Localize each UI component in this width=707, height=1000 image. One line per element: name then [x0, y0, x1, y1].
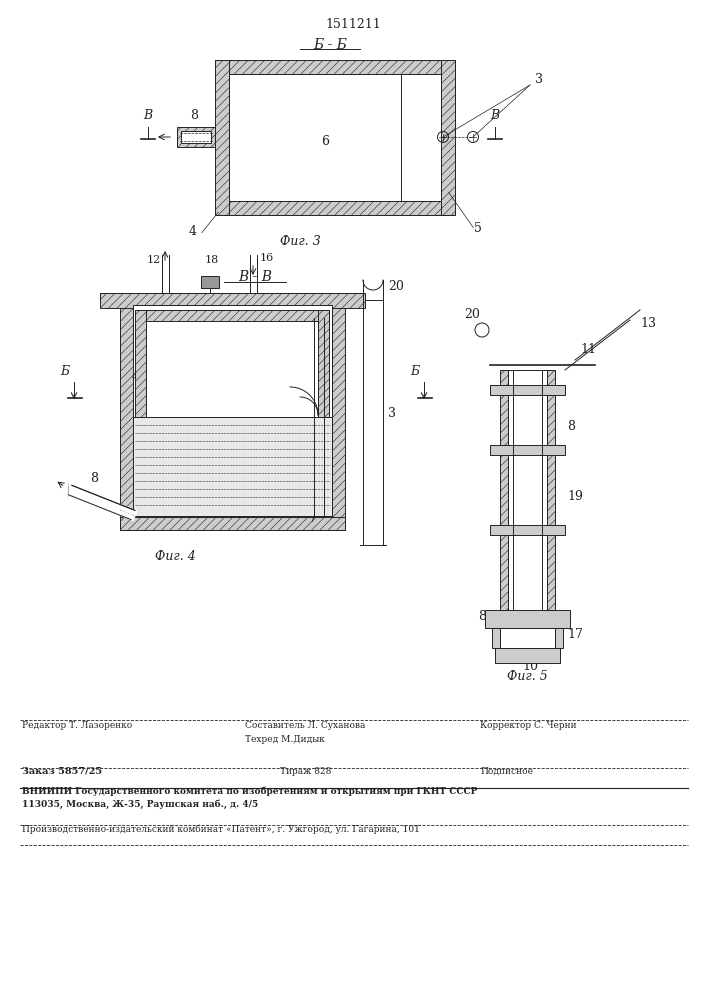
Bar	[100, 293, 365, 308]
Text: 4: 4	[189, 225, 197, 238]
Bar	[135, 310, 146, 417]
Text: Производственно-издательский комбинат «Патент», г. Ужгород, ул. Гагарина, 101: Производственно-издательский комбинат «П…	[22, 824, 420, 834]
Text: 11: 11	[580, 343, 596, 356]
Bar	[492, 628, 563, 648]
Text: 3: 3	[535, 73, 543, 86]
Bar	[229, 74, 441, 201]
Text: Фиг. 4: Фиг. 4	[155, 550, 195, 563]
Text: Техред М.Дидык: Техред М.Дидык	[245, 735, 325, 744]
Text: Заказ 5857/25: Заказ 5857/25	[22, 767, 102, 776]
Bar	[485, 610, 570, 628]
Text: 19: 19	[567, 490, 583, 503]
Bar	[215, 201, 455, 215]
Bar	[495, 648, 560, 663]
Bar	[120, 305, 133, 530]
Text: 8: 8	[478, 610, 486, 623]
Text: В: В	[144, 109, 153, 122]
Text: 8: 8	[190, 109, 198, 122]
Bar	[215, 60, 455, 74]
Bar	[547, 370, 555, 610]
Bar	[508, 370, 547, 610]
Bar	[120, 517, 345, 530]
Text: Подписное: Подписное	[480, 767, 533, 776]
Text: 18: 18	[205, 255, 219, 265]
Text: Тираж 828: Тираж 828	[280, 767, 332, 776]
Text: 1511211: 1511211	[325, 18, 381, 31]
Bar	[181, 131, 211, 143]
Bar	[441, 60, 455, 215]
Text: 12: 12	[147, 255, 161, 265]
Text: 20: 20	[388, 280, 404, 293]
Bar	[500, 628, 555, 648]
Bar	[215, 60, 229, 215]
Bar	[500, 370, 508, 610]
Text: 6: 6	[321, 135, 329, 148]
Bar	[201, 276, 219, 288]
Text: Редактор Т. Лазоренко: Редактор Т. Лазоренко	[22, 721, 132, 730]
Text: 3: 3	[388, 407, 396, 420]
Text: В: В	[491, 109, 500, 122]
Bar	[490, 445, 565, 455]
Bar	[177, 127, 215, 147]
Text: ВНИИПИ Государственного комитета по изобретениям и открытиям при ГКНТ СССР: ВНИИПИ Государственного комитета по изоб…	[22, 786, 477, 796]
Text: В - В: В - В	[238, 270, 272, 284]
Text: 10: 10	[522, 660, 538, 673]
Bar	[133, 305, 332, 517]
Text: 17: 17	[567, 628, 583, 641]
Bar	[133, 417, 332, 516]
Text: 8: 8	[90, 472, 98, 485]
Text: 5: 5	[474, 222, 482, 235]
Text: 8: 8	[567, 420, 575, 433]
Text: 4: 4	[132, 370, 140, 383]
Text: Фиг. 5: Фиг. 5	[507, 670, 547, 683]
Text: Составитель Л. Суханова: Составитель Л. Суханова	[245, 721, 366, 730]
Text: 7: 7	[309, 512, 317, 525]
Bar	[490, 385, 565, 395]
Bar	[490, 525, 565, 535]
Bar	[332, 305, 345, 530]
Text: Фиг. 3: Фиг. 3	[280, 235, 320, 248]
Text: Б: Б	[411, 365, 419, 378]
Text: Б - Б: Б - Б	[313, 38, 347, 52]
Bar	[318, 310, 329, 417]
Text: 113035, Москва, Ж-35, Раушская наб., д. 4/5: 113035, Москва, Ж-35, Раушская наб., д. …	[22, 800, 258, 809]
Text: 5: 5	[242, 500, 250, 513]
Text: 20: 20	[464, 308, 480, 321]
Text: 6: 6	[227, 490, 235, 503]
Text: Корректор С. Черни: Корректор С. Черни	[480, 721, 577, 730]
Bar	[135, 310, 329, 321]
Text: 16: 16	[260, 253, 274, 263]
Text: Б: Б	[60, 365, 69, 378]
Text: 13: 13	[640, 317, 656, 330]
